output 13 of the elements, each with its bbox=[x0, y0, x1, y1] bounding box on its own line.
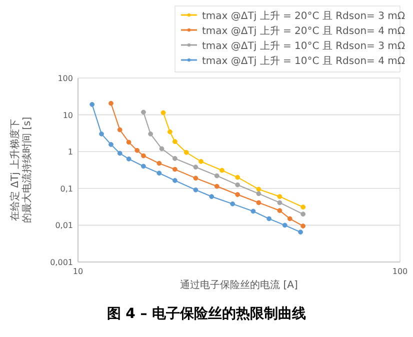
x-axis-title: 通过电子保险丝的电流 [A] bbox=[180, 279, 298, 291]
text: 图 4 – 电子保险丝的热限制曲线 bbox=[106, 306, 306, 322]
y-tick-label: 10 bbox=[62, 110, 73, 120]
y-axis-title: 在给定 ΔTj 上升梯度下的最大电流持续时间 [s] bbox=[9, 116, 33, 224]
legend-label: tmax @ΔTj 上升 = 20°C 且 Rdson= 3 mΩ bbox=[202, 10, 406, 22]
y-tick-label: 0,001 bbox=[50, 258, 73, 267]
y-tick-label: 1 bbox=[68, 148, 73, 157]
y-tick-label: 100 bbox=[58, 74, 73, 83]
y-tick-label: 0,1 bbox=[60, 184, 73, 194]
legend-label: tmax @ΔTj 上升 = 10°C 且 Rdson= 3 mΩ bbox=[202, 40, 406, 52]
legend-label: tmax @ΔTj 上升 = 20°C 且 Rdson= 4 mΩ bbox=[202, 25, 406, 37]
y-tick-label: 0,01 bbox=[55, 221, 73, 230]
legend-label: tmax @ΔTj 上升 = 10°C 且 Rdson= 4 mΩ bbox=[202, 55, 406, 67]
